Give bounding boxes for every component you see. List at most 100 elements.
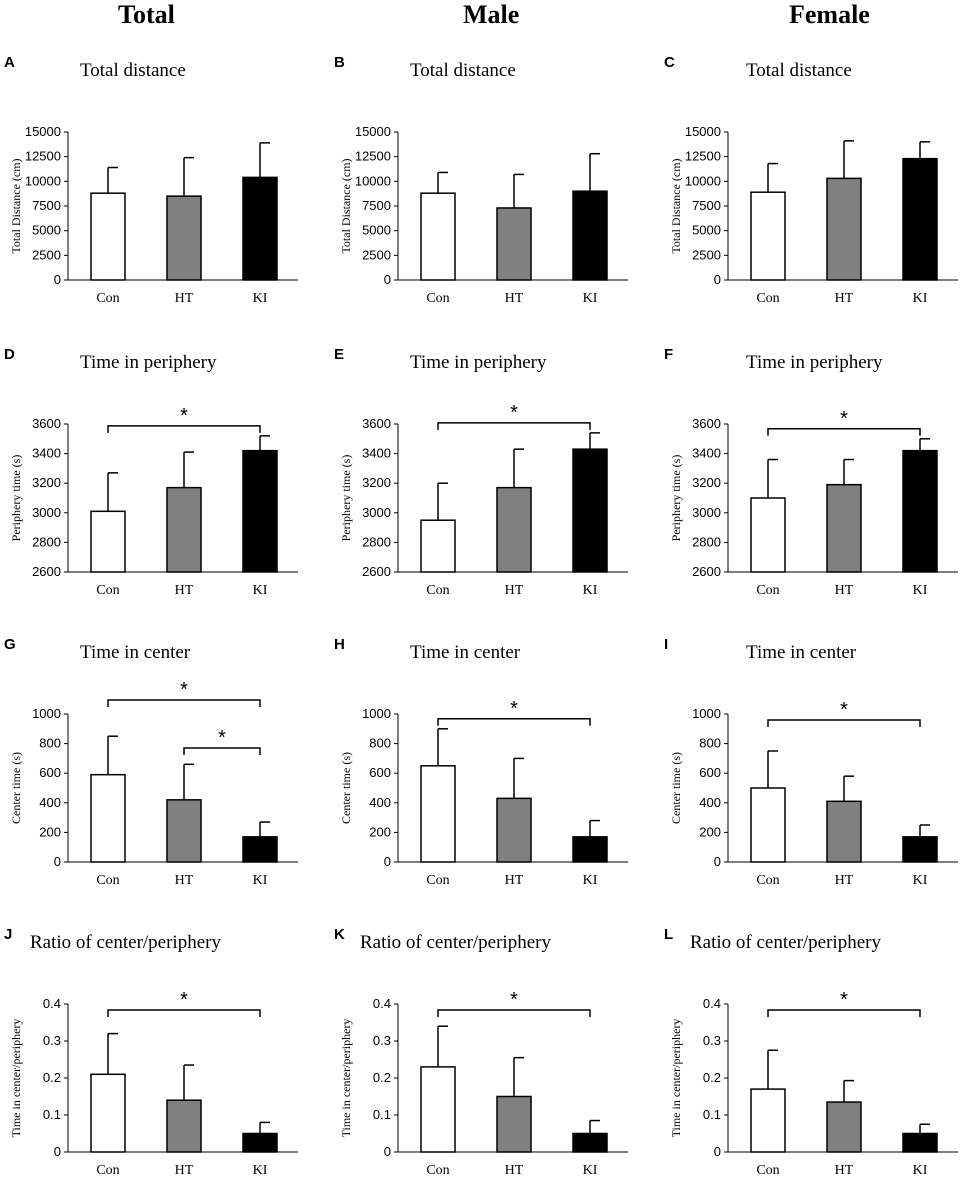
x-category-label: Con <box>756 291 779 306</box>
y-axis-label: Total Distance (cm) <box>339 158 353 253</box>
y-tick-label: 3000 <box>362 505 391 520</box>
y-tick-label: 1000 <box>692 706 721 721</box>
y-tick-label: 5000 <box>32 223 61 238</box>
panel-letter: F <box>664 346 674 363</box>
bar-ht <box>496 1095 532 1153</box>
panel-letter: B <box>334 54 345 71</box>
y-tick-label: 2500 <box>362 247 391 262</box>
y-tick-label: 3000 <box>692 505 721 520</box>
y-tick-label: 3600 <box>692 416 721 431</box>
y-tick-label: 12500 <box>355 149 391 164</box>
y-tick-label: 0.2 <box>373 1070 391 1085</box>
bar-ki <box>242 449 278 573</box>
bar-ki <box>242 1132 278 1153</box>
x-category-label: Con <box>96 873 119 888</box>
x-category-label: KI <box>913 583 928 598</box>
chart-svg: Center time (s) 0 200 400 600 800 1000 Con HT KI * <box>669 699 958 888</box>
x-category-label: KI <box>583 291 598 306</box>
chart-panel-g: G Time in center Center time (s) 0 200 400 600… <box>0 630 315 900</box>
y-tick-label: 3000 <box>32 505 61 520</box>
chart-panel-d: D Time in periphery Periphery time (s) 2600… <box>0 340 315 610</box>
y-tick-label: 400 <box>699 795 721 810</box>
y-tick-label: 2600 <box>362 564 391 579</box>
panel-letter: K <box>334 926 345 943</box>
x-category-label: HT <box>505 1163 524 1178</box>
y-tick-label: 0 <box>714 854 721 869</box>
y-tick-label: 0 <box>54 854 61 869</box>
chart-title: Time in periphery <box>80 352 217 373</box>
bar-con <box>420 1066 456 1153</box>
panel-letter: J <box>4 926 13 943</box>
x-category-label: HT <box>835 583 854 598</box>
x-category-label: Con <box>756 583 779 598</box>
y-axis-label: Total Distance (cm) <box>669 158 683 253</box>
panel-letter: G <box>4 636 16 653</box>
bar-con <box>750 191 786 281</box>
x-category-label: KI <box>253 1163 268 1178</box>
y-tick-label: 2500 <box>692 247 721 262</box>
x-category-label: HT <box>835 291 854 306</box>
chart-svg: Periphery time (s) 2600 2800 3000 3200 3400 36… <box>9 405 298 598</box>
bar-ht <box>826 800 862 863</box>
chart-svg: Periphery time (s) 2600 2800 3000 3200 3400 36… <box>339 402 628 598</box>
panel-letter: D <box>4 346 15 363</box>
bar-con <box>90 773 126 863</box>
column-header-female: Female <box>789 0 870 29</box>
panel-letter: A <box>4 54 15 71</box>
x-category-label: Con <box>426 583 449 598</box>
y-tick-label: 0 <box>384 1144 391 1159</box>
y-axis-label: Time in center/periphery <box>669 1019 683 1138</box>
bar-ht <box>166 1099 202 1153</box>
bar-con <box>420 192 456 281</box>
chart-panel-c: C Total distance Total Distance (cm) 0 2500 5… <box>660 48 965 318</box>
bar-con <box>420 519 456 573</box>
y-tick-label: 0.3 <box>703 1033 721 1048</box>
x-category-label: KI <box>913 291 928 306</box>
y-axis-label: Time in center/periphery <box>9 1019 23 1138</box>
y-tick-label: 0.3 <box>43 1033 61 1048</box>
y-tick-label: 0.4 <box>703 996 721 1011</box>
chart-title: Time in periphery <box>746 352 883 373</box>
y-tick-label: 12500 <box>25 149 61 164</box>
y-tick-label: 3200 <box>32 475 61 490</box>
significance-star: * <box>180 405 188 427</box>
chart-svg: Total Distance (cm) 0 2500 5000 7500 10000 125… <box>9 124 298 306</box>
y-tick-label: 0.2 <box>43 1070 61 1085</box>
significance-bracket <box>107 699 261 707</box>
chart-panel-j: J Ratio of center/periphery Time in center… <box>0 920 315 1190</box>
bar-ht <box>826 1101 862 1153</box>
y-tick-label: 7500 <box>692 198 721 213</box>
panel-letter: C <box>664 54 675 71</box>
y-tick-label: 15000 <box>355 124 391 139</box>
y-tick-label: 5000 <box>362 223 391 238</box>
significance-star: * <box>510 402 518 424</box>
chart-panel-e: E Time in periphery Periphery time (s) 2600… <box>330 340 645 610</box>
y-tick-label: 0 <box>54 272 61 287</box>
y-tick-label: 2800 <box>32 534 61 549</box>
y-axis-label: Total Distance (cm) <box>9 158 23 253</box>
y-tick-label: 15000 <box>685 124 721 139</box>
chart-panel-l: L Ratio of center/periphery Time in center… <box>660 920 965 1190</box>
panel-letter: H <box>334 636 345 653</box>
y-axis-label: Periphery time (s) <box>9 455 23 542</box>
y-tick-label: 3600 <box>362 416 391 431</box>
bar-ki <box>242 836 278 863</box>
y-tick-label: 3200 <box>362 475 391 490</box>
bar-ki <box>572 448 608 573</box>
chart-svg: Time in center/periphery 0 0.1 0.2 0.3 0.4 Con… <box>669 989 958 1178</box>
x-category-label: Con <box>96 583 119 598</box>
x-category-label: KI <box>913 1163 928 1178</box>
panel-letter: I <box>664 636 669 653</box>
y-tick-label: 0 <box>54 1144 61 1159</box>
chart-panel-h: H Time in center Center time (s) 0 200 400 600… <box>330 630 645 900</box>
chart-svg: Time in center/periphery 0 0.1 0.2 0.3 0.4 Con… <box>9 989 298 1178</box>
chart-title: Ratio of center/periphery <box>690 932 881 953</box>
significance-bracket <box>767 1009 921 1017</box>
chart-svg: Total Distance (cm) 0 2500 5000 7500 10000 125… <box>339 124 628 306</box>
x-category-label: HT <box>505 873 524 888</box>
significance-star: * <box>840 699 848 721</box>
y-tick-label: 0.1 <box>43 1107 61 1122</box>
y-tick-label: 10000 <box>25 173 61 188</box>
chart-panel-b: B Total distance Total Distance (cm) 0 2500 5… <box>330 48 645 318</box>
chart-title: Total distance <box>746 60 852 81</box>
